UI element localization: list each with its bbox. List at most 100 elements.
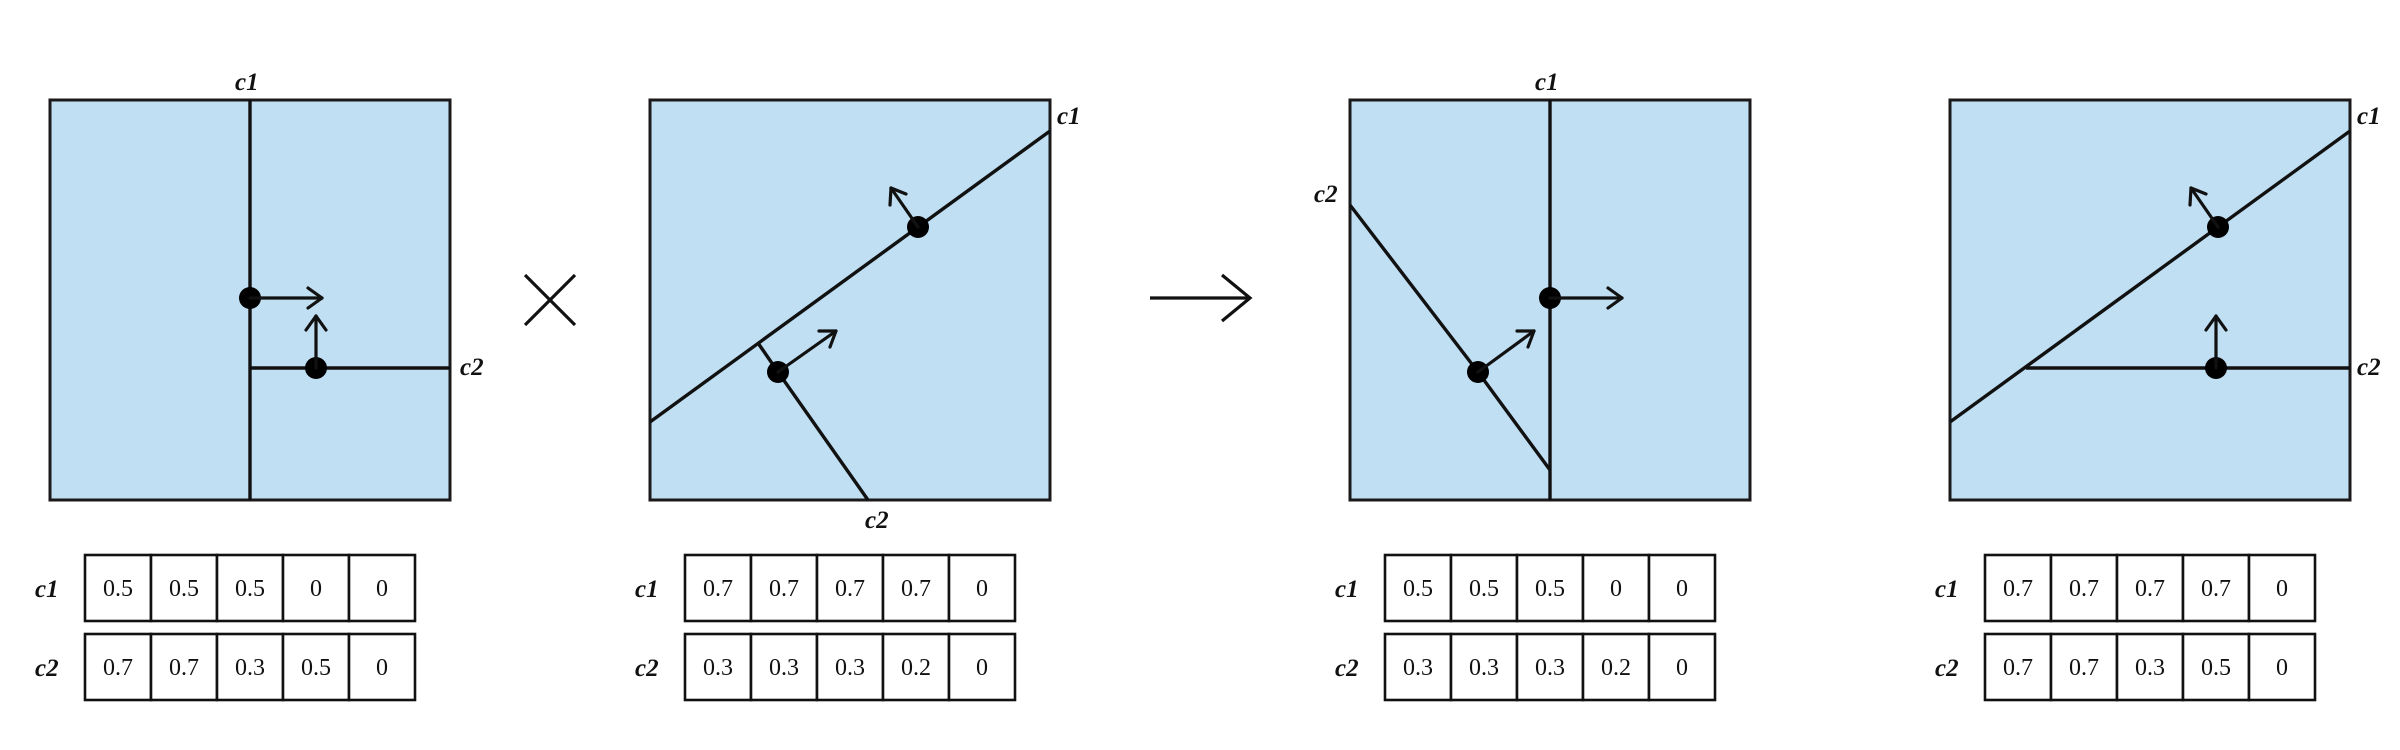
value-table-1: c1 0.5 0.5 0.5 0 0 c2 0.7 0.7 0.3 0.5 0 (35, 553, 417, 702)
table-cell (2181, 632, 2251, 702)
table-cell (83, 632, 153, 702)
table-cell-value: 0.5 (1403, 576, 1433, 602)
panel-3-label-c1: c1 (1535, 69, 1559, 96)
table-cell (1983, 632, 2053, 702)
table-cell-value: 0.5 (301, 655, 331, 681)
table-cell-value: 0.7 (703, 576, 733, 602)
panel-3-normal-arrow-c1 (1548, 286, 1624, 310)
table-cell (881, 632, 951, 702)
panel-4-label-c2: c2 (2357, 354, 2381, 381)
table-cell (2247, 553, 2317, 623)
table-cell-value: 0.7 (2069, 576, 2099, 602)
table-row-label: c1 (1935, 576, 1959, 603)
panel-1-normal-arrow-c1 (248, 286, 324, 310)
table-cell (749, 632, 819, 702)
panel-2-label-c1: c1 (1057, 103, 1081, 130)
table-cell (281, 632, 351, 702)
panel-3-normal-arrow-c2 (1476, 329, 1536, 374)
panel-2: c1 c2 (648, 98, 1081, 534)
right-arrow-icon (1150, 273, 1253, 323)
panel-4: c1 c2 (1948, 98, 2381, 502)
table-cell-value: 0.2 (1601, 655, 1631, 681)
table-cell (83, 553, 153, 623)
panel-1-label-c1: c1 (235, 69, 259, 96)
table-cell-value: 0.5 (2201, 655, 2231, 681)
panel-4-normal-arrow-c1 (2188, 186, 2220, 229)
table-cell-value: 0.3 (1535, 655, 1565, 681)
table-cell-value: 0 (976, 576, 988, 602)
table-cell (2115, 553, 2185, 623)
table-cell-value: 0.7 (2135, 576, 2165, 602)
table-cell-value: 0.2 (901, 655, 931, 681)
panel-4-label-c1: c1 (2357, 103, 2381, 130)
table-cell (2247, 632, 2317, 702)
table-cell-value: 0 (2276, 576, 2288, 602)
table-cell-value: 0.5 (103, 576, 133, 602)
table-cell (947, 632, 1017, 702)
table-cell (815, 632, 885, 702)
table-cell (149, 632, 219, 702)
table-cell-value: 0.5 (235, 576, 265, 602)
table-row-label: c1 (635, 576, 659, 603)
table-cell-value: 0.7 (2003, 576, 2033, 602)
panel-2-normal-arrow-c1 (888, 186, 920, 229)
table-cell-value: 0.7 (169, 655, 199, 681)
table-cell (1983, 553, 2053, 623)
table-cell-value: 0.3 (2135, 655, 2165, 681)
table-cell-value: 0 (1676, 576, 1688, 602)
multiply-x-icon (523, 273, 577, 327)
table-cell (2115, 632, 2185, 702)
table-cell-value: 0.7 (2003, 655, 2033, 681)
value-table-2: c1 0.7 0.7 0.7 0.7 0 c2 0.3 0.3 0.3 0.2 0 (635, 553, 1017, 702)
table-row-label: c1 (1335, 576, 1359, 603)
panel-3: c1 c2 (1314, 69, 1752, 502)
table-cell-value: 0.5 (169, 576, 199, 602)
panel-4-square (1948, 98, 2352, 502)
table-cell-value: 0.3 (1469, 655, 1499, 681)
table-row-label: c2 (1935, 655, 1959, 682)
table-cell (947, 553, 1017, 623)
table-cell (683, 632, 753, 702)
table-cell-value: 0.5 (1469, 576, 1499, 602)
table-cell-value: 0 (376, 576, 388, 602)
table-cell (1581, 632, 1651, 702)
table-row-label: c2 (635, 655, 659, 682)
panel-3-label-c2: c2 (1314, 181, 1338, 208)
table-cell-value: 0.7 (769, 576, 799, 602)
panel-1-normal-arrow-c2 (304, 314, 328, 370)
table-cell (2049, 553, 2119, 623)
table-cell (1647, 553, 1717, 623)
table-cell-value: 0.5 (1535, 576, 1565, 602)
table-row-label: c2 (1335, 655, 1359, 682)
panel-2-label-c2: c2 (865, 507, 889, 534)
table-cell-value: 0.3 (835, 655, 865, 681)
table-cell-value: 0 (976, 655, 988, 681)
table-cell-value: 0.3 (1403, 655, 1433, 681)
table-cell-value: 0 (1610, 576, 1622, 602)
table-cell (1515, 632, 1585, 702)
panel-1: c1 c2 (48, 69, 484, 502)
table-cell-value: 0 (2276, 655, 2288, 681)
panel-2-square (648, 98, 1052, 502)
table-cell (347, 632, 417, 702)
table-cell-value: 0.7 (2201, 576, 2231, 602)
table-cell-value: 0 (310, 576, 322, 602)
table-cell (215, 632, 285, 702)
value-tables: c1 0.5 0.5 0.5 0 0 c2 0.7 0.7 0.3 0.5 0 c1 0.7 0.7 0.7 0… (35, 553, 2317, 702)
table-cell-value: 0.7 (2069, 655, 2099, 681)
table-cell-value: 0 (376, 655, 388, 681)
table-cell (1647, 632, 1717, 702)
table-cell (149, 553, 219, 623)
table-cell-value: 0.7 (835, 576, 865, 602)
table-cell-value: 0.3 (235, 655, 265, 681)
table-cell-value: 0.7 (901, 576, 931, 602)
table-cell (347, 553, 417, 623)
value-table-3: c1 0.5 0.5 0.5 0 0 c2 0.3 0.3 0.3 0.2 0 (1335, 553, 1717, 702)
table-cell (683, 553, 753, 623)
table-row-label: c1 (35, 576, 59, 603)
panel-2-normal-arrow-c2 (776, 329, 838, 374)
table-cell-value: 0 (1676, 655, 1688, 681)
panel-4-curve-c1 (1948, 129, 2352, 424)
table-row-label: c2 (35, 655, 59, 682)
